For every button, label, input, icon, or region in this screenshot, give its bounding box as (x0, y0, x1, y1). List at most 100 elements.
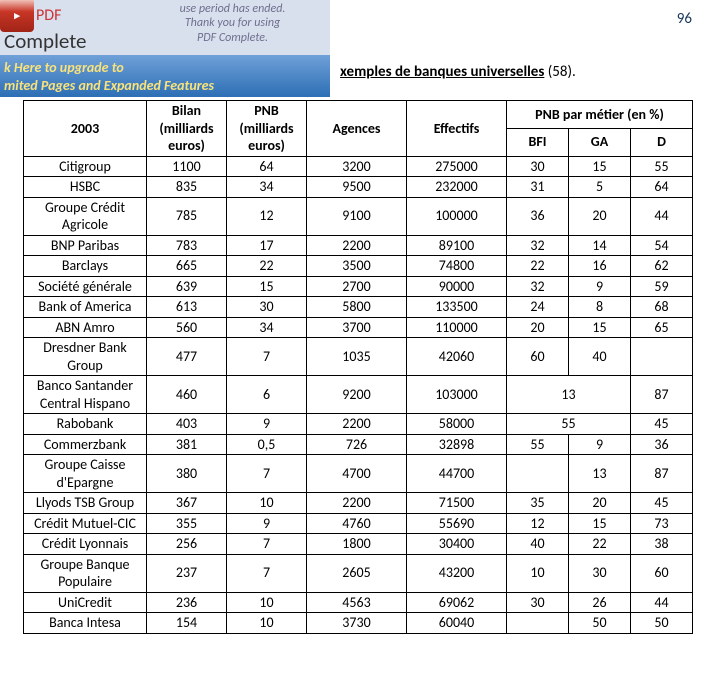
th-ga: GA (569, 128, 631, 156)
table-cell: UniCredit (24, 592, 147, 613)
table-cell: 55 (507, 434, 569, 455)
table-cell (631, 338, 693, 376)
table-cell: Citigroup (24, 156, 147, 177)
table-cell: 89100 (407, 235, 507, 256)
table-cell: Rabobank (24, 414, 147, 435)
table-row: Groupe Caisse d'Epargne38074700447001387 (24, 455, 693, 493)
table-cell: 73 (631, 513, 693, 534)
table-row: Dresdner Bank Group47771035420606040 (24, 338, 693, 376)
table-cell: 110000 (407, 317, 507, 338)
table-row: BNP Paribas78317220089100321454 (24, 235, 693, 256)
table-cell: Banco Santander Central Hispano (24, 376, 147, 414)
table-cell: 10 (227, 613, 307, 634)
table-cell: 5800 (307, 297, 407, 318)
table-cell: 237 (147, 554, 227, 592)
table-cell: 154 (147, 613, 227, 634)
table-cell: 10 (227, 592, 307, 613)
complete-text: Complete (4, 28, 135, 54)
table-cell: 54 (631, 235, 693, 256)
table-row: Barclays66522350074800221662 (24, 256, 693, 277)
table-cell: 7 (227, 554, 307, 592)
table-cell: 613 (147, 297, 227, 318)
table-cell: 22 (227, 256, 307, 277)
table-cell: 355 (147, 513, 227, 534)
table-cell: 64 (631, 177, 693, 198)
th-pnb-metier: PNB par métier (en %) (507, 101, 693, 129)
table-row: Banco Santander Central Hispano460692001… (24, 376, 693, 414)
table-cell: 6 (227, 376, 307, 414)
table-cell: 40 (569, 338, 631, 376)
table-row: HSBC83534950023200031564 (24, 177, 693, 198)
table-cell: 45 (631, 414, 693, 435)
table-row: Groupe Banque Populaire23772605432001030… (24, 554, 693, 592)
table-cell: 403 (147, 414, 227, 435)
table-row: Crédit Mutuel-CIC3559476055690121573 (24, 513, 693, 534)
table-cell: 62 (631, 256, 693, 277)
table-cell: 30 (507, 592, 569, 613)
table-cell: 1800 (307, 534, 407, 555)
table-cell: 35 (507, 493, 569, 514)
table-cell: 16 (569, 256, 631, 277)
table-cell: 60 (631, 554, 693, 592)
table-cell: 65 (631, 317, 693, 338)
table-row: Société générale6391527009000032959 (24, 276, 693, 297)
table-cell: 44700 (407, 455, 507, 493)
table-row: Citigroup1100643200275000301555 (24, 156, 693, 177)
table-cell: 13 (507, 376, 631, 414)
table-row: Llyods TSB Group36710220071500352045 (24, 493, 693, 514)
table-cell: 30 (507, 156, 569, 177)
table-cell: BNP Paribas (24, 235, 147, 256)
table-cell: 22 (569, 534, 631, 555)
table-cell: 40 (507, 534, 569, 555)
table-cell: Crédit Mutuel-CIC (24, 513, 147, 534)
table-cell: 4563 (307, 592, 407, 613)
table-cell: 30400 (407, 534, 507, 555)
table-cell: Banca Intesa (24, 613, 147, 634)
table-cell: ABN Amro (24, 317, 147, 338)
pdfcomplete-watermark: ▸ PDF Complete use period has ended. Tha… (0, 0, 330, 55)
table-cell: 12 (507, 513, 569, 534)
table-cell: 381 (147, 434, 227, 455)
table-cell: 64 (227, 156, 307, 177)
header-row-1: 2003 Bilan (milliards euros) PNB (millia… (24, 101, 693, 129)
th-effectifs: Effectifs (407, 101, 507, 157)
table-cell: 68 (631, 297, 693, 318)
table-cell: 665 (147, 256, 227, 277)
th-bfi: BFI (507, 128, 569, 156)
table-cell: 44 (631, 592, 693, 613)
table-cell: 8 (569, 297, 631, 318)
table-cell: 10 (227, 493, 307, 514)
table-cell: 9200 (307, 376, 407, 414)
table-cell: 103000 (407, 376, 507, 414)
table-cell: Société générale (24, 276, 147, 297)
th-d: D (631, 128, 693, 156)
table-cell: 477 (147, 338, 227, 376)
table-cell: 1035 (307, 338, 407, 376)
table-cell: 783 (147, 235, 227, 256)
table-cell: 9 (227, 414, 307, 435)
table-cell: 236 (147, 592, 227, 613)
table-cell: 31 (507, 177, 569, 198)
table-cell: 34 (227, 317, 307, 338)
table-cell: 133500 (407, 297, 507, 318)
table-cell: 15 (569, 156, 631, 177)
pdf-text: PDF (36, 6, 61, 25)
table-cell: 726 (307, 434, 407, 455)
table-cell: 1100 (147, 156, 227, 177)
table-cell: 69062 (407, 592, 507, 613)
table-row: Commerzbank3810,57263289855936 (24, 434, 693, 455)
table-cell: 3730 (307, 613, 407, 634)
table-cell: 785 (147, 197, 227, 235)
table-cell: 9 (569, 276, 631, 297)
table-cell: 55 (631, 156, 693, 177)
table-cell: 87 (631, 376, 693, 414)
table-cell: 32 (507, 276, 569, 297)
table-cell: 60 (507, 338, 569, 376)
table-row: Crédit Lyonnais2567180030400402238 (24, 534, 693, 555)
table-cell: 74800 (407, 256, 507, 277)
table-cell (507, 613, 569, 634)
table-cell: Dresdner Bank Group (24, 338, 147, 376)
table-cell: 44 (631, 197, 693, 235)
table-cell: Commerzbank (24, 434, 147, 455)
table-cell: 12 (227, 197, 307, 235)
